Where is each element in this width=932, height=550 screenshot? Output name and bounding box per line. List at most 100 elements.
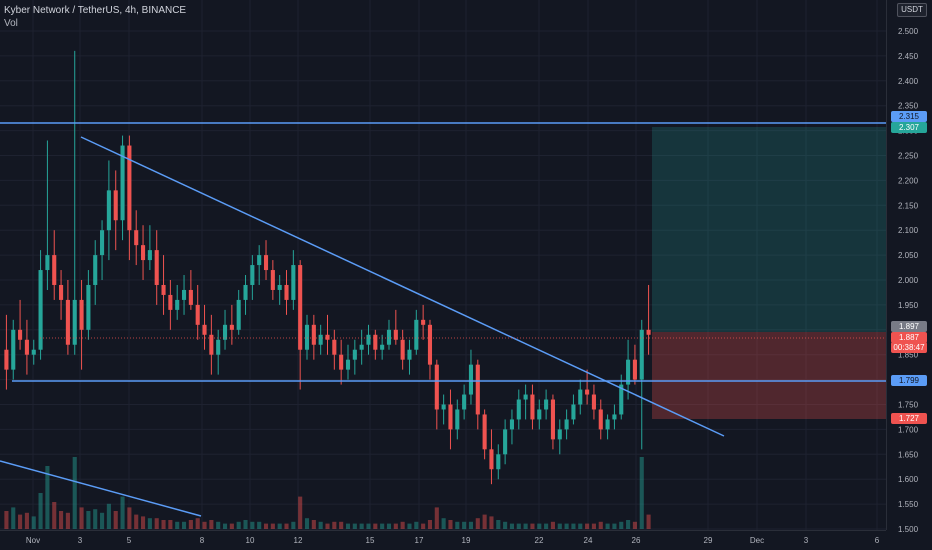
candle-body — [291, 265, 296, 300]
volume-bar — [86, 511, 91, 529]
x-tick-label: 3 — [804, 536, 809, 545]
loss-zone[interactable] — [652, 332, 886, 419]
candle-body — [332, 339, 337, 355]
candle-body — [421, 319, 426, 325]
volume-bar — [366, 523, 371, 529]
y-tick-label: 1.500 — [898, 525, 919, 534]
volume-bar — [270, 523, 275, 529]
volume-bar — [345, 523, 351, 529]
volume-label[interactable]: Vol — [4, 18, 18, 29]
symbol-title[interactable]: Kyber Network / TetherUS, 4h, BINANCE — [4, 5, 187, 16]
candle-body — [503, 429, 508, 455]
volume-bar — [181, 521, 187, 529]
candle-body — [175, 299, 180, 310]
lower-trendline[interactable] — [0, 460, 202, 517]
volume-bar — [222, 523, 228, 529]
candle-body — [345, 359, 351, 370]
y-tick-label: 1.650 — [898, 450, 919, 459]
price-label-last: 1.887 — [891, 332, 927, 343]
candle-body — [578, 389, 583, 405]
candle-body — [154, 250, 159, 285]
chart-legend: Kyber Network / TetherUS, 4h, BINANCE Vo… — [4, 4, 186, 30]
candle-body — [489, 449, 494, 470]
candle-body — [209, 334, 214, 355]
candle-body — [380, 344, 385, 350]
descending-trendline[interactable] — [80, 136, 725, 437]
volume-bar — [544, 523, 549, 529]
candle-body — [263, 255, 269, 271]
volume-bar — [530, 523, 535, 529]
candle-body — [31, 349, 36, 355]
candle-body — [229, 324, 234, 330]
volume-bar — [639, 457, 644, 529]
candle-body — [106, 190, 111, 231]
x-tick-label: 24 — [584, 536, 593, 545]
y-tick-label: 2.050 — [898, 251, 919, 260]
y-tick-label: 2.500 — [898, 27, 919, 36]
candle-body — [236, 299, 241, 330]
candle-body — [544, 399, 549, 410]
candle-body — [100, 230, 105, 256]
volume-bar — [106, 503, 111, 529]
candle-body — [339, 354, 344, 370]
candle-body — [366, 334, 371, 345]
candle-body — [557, 429, 562, 440]
x-tick-label: 29 — [704, 536, 713, 545]
candle-body — [168, 294, 173, 310]
candle-body — [359, 344, 364, 350]
volume-bar — [127, 507, 132, 529]
candle-body — [585, 389, 590, 395]
volume-bar — [147, 518, 152, 529]
volume-bar — [380, 523, 385, 529]
volume-bar — [632, 521, 637, 529]
currency-badge[interactable]: USDT — [897, 3, 927, 17]
volume-bar — [311, 520, 316, 529]
candle-body — [216, 339, 221, 355]
candle-body — [257, 255, 262, 266]
y-tick-label: 1.750 — [898, 401, 919, 410]
volume-bar — [448, 520, 453, 529]
volume-bar — [161, 520, 166, 529]
candle-body — [304, 324, 310, 350]
candle-body — [188, 289, 193, 305]
volume-bar — [175, 521, 180, 529]
volume-bar — [557, 523, 562, 529]
volume-bar — [626, 520, 631, 529]
x-tick-label: 17 — [415, 536, 424, 545]
x-tick-label: 22 — [535, 536, 544, 545]
volume-bar — [209, 520, 214, 529]
y-tick-label: 1.700 — [898, 425, 919, 434]
candle-body — [52, 255, 57, 285]
candle-body — [619, 384, 624, 415]
volume-bar — [332, 521, 337, 529]
candle-body — [646, 329, 651, 335]
candle-body — [468, 364, 474, 395]
candle-body — [393, 329, 398, 340]
candle-body — [632, 359, 637, 380]
y-tick-label: 2.450 — [898, 52, 919, 61]
candle-body — [113, 190, 118, 221]
volume-bar — [318, 521, 323, 529]
candles — [4, 50, 651, 485]
volume-bar — [79, 507, 84, 529]
candle-body — [373, 334, 378, 350]
volume-bar — [619, 521, 624, 529]
candle-body — [626, 359, 631, 385]
candle-body — [325, 334, 330, 340]
x-tick-label: Nov — [26, 536, 40, 545]
candle-body — [79, 299, 84, 330]
volume-bar — [509, 523, 515, 529]
profit-zone[interactable] — [652, 127, 886, 332]
candle-body — [18, 329, 23, 340]
time-axis[interactable]: Nov 3 5 8 10 12 15 17 19 22 24 26 29 Dec 3 6 — [26, 536, 880, 545]
candle-body — [475, 364, 480, 415]
volume-bar — [154, 518, 159, 529]
volume-bar — [93, 509, 98, 529]
candle-body — [250, 265, 255, 285]
volume-bar — [503, 521, 508, 529]
price-axis[interactable]: 2.5002.4502.4002.3502.3002.2502.2002.150… — [898, 27, 919, 534]
volume-bar — [216, 521, 221, 529]
volume-bar — [612, 523, 617, 529]
volume-bar — [598, 521, 603, 529]
